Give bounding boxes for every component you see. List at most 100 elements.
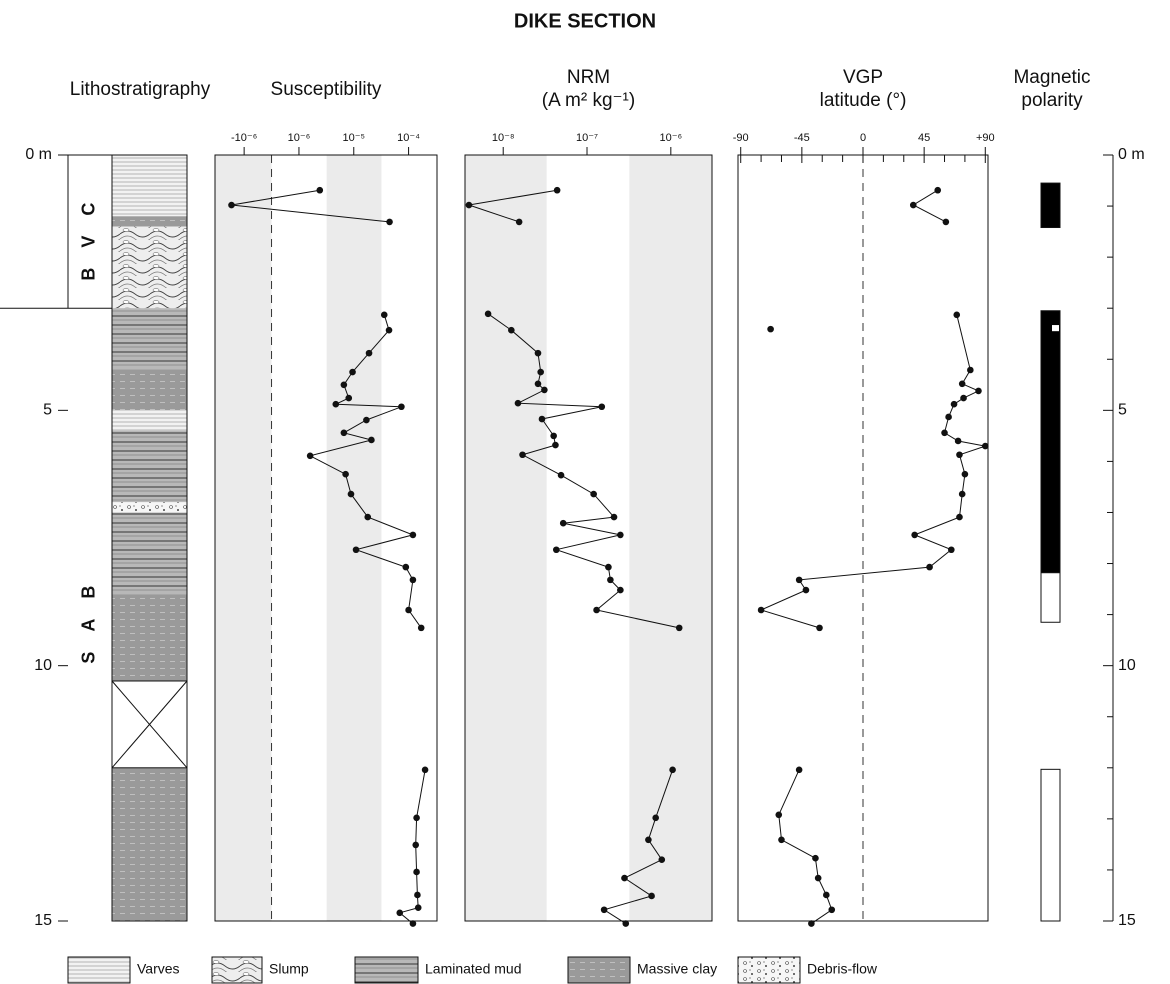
x-tick-label: +90 <box>976 132 995 144</box>
depth-tick-label: 5 <box>1118 402 1127 419</box>
data-point <box>621 874 628 882</box>
data-point <box>340 381 348 389</box>
unit-label: SAB <box>79 566 99 664</box>
data-point <box>342 470 349 478</box>
data-point <box>767 325 774 333</box>
data-point <box>413 868 420 876</box>
data-point <box>778 836 785 844</box>
lithology-layer <box>112 226 187 309</box>
data-point <box>669 766 676 774</box>
data-point <box>409 531 417 539</box>
data-point <box>607 576 614 584</box>
data-point <box>954 437 962 445</box>
depth-tick-label: 0 m <box>25 146 52 163</box>
data-point <box>316 186 324 194</box>
legend-label: Slump <box>269 961 309 977</box>
lithology-layer <box>112 369 187 411</box>
data-point <box>559 519 567 527</box>
lithology-layer <box>112 502 187 513</box>
depth-tick-label: 15 <box>1118 912 1136 929</box>
x-tick-label: -10⁻⁶ <box>231 132 257 144</box>
data-point <box>598 403 606 411</box>
data-point <box>960 394 967 402</box>
shaded-band <box>326 155 382 921</box>
shaded-band <box>629 155 712 921</box>
data-point <box>958 380 966 388</box>
data-point <box>645 836 652 844</box>
shaded-band <box>465 155 547 921</box>
data-point <box>552 441 559 449</box>
x-tick-label: 10⁻⁸ <box>492 132 515 144</box>
polarity-interval <box>1040 182 1061 229</box>
data-point <box>364 513 372 521</box>
panel-title: Lithostratigraphy <box>70 79 211 100</box>
panel-frame <box>464 154 713 922</box>
polarity-interval <box>1040 572 1061 623</box>
data-point <box>926 563 933 571</box>
depth-tick-label: 0 m <box>1118 146 1145 163</box>
data-point <box>981 442 989 450</box>
data-point <box>757 606 765 614</box>
data-point <box>808 920 815 927</box>
data-point <box>617 586 624 594</box>
panel-title: VGP <box>843 67 883 88</box>
data-point <box>590 490 597 498</box>
legend-swatch <box>354 956 419 984</box>
legend-swatch <box>737 956 801 984</box>
data-point <box>552 546 560 554</box>
data-point <box>484 310 492 318</box>
panel-frame <box>214 154 438 922</box>
data-point <box>941 429 948 437</box>
profile-line <box>759 189 988 925</box>
data-point <box>396 909 404 917</box>
data-point <box>958 490 966 498</box>
data-point <box>911 531 918 539</box>
data-point <box>795 766 803 774</box>
data-point <box>417 624 425 632</box>
data-point <box>345 394 353 402</box>
depth-tick-label: 10 <box>34 657 52 674</box>
data-point <box>537 368 544 376</box>
x-tick-label: 10⁻⁴ <box>397 132 420 144</box>
data-point <box>956 513 963 521</box>
data-point <box>617 531 624 539</box>
data-point <box>386 218 393 226</box>
x-tick-label: 10⁻⁶ <box>288 132 311 144</box>
data-point <box>421 766 429 774</box>
data-point <box>368 436 375 444</box>
data-point <box>828 906 836 914</box>
legend-swatch <box>67 956 131 984</box>
x-tick-label: 0 <box>860 132 866 144</box>
data-point <box>909 201 917 209</box>
polarity-interval <box>1040 768 1061 922</box>
data-point <box>402 563 410 571</box>
data-point <box>553 186 561 194</box>
data-point <box>795 576 803 584</box>
data-point <box>405 606 412 614</box>
lithology-layer <box>112 216 187 227</box>
polarity-interval <box>1052 325 1059 332</box>
lithology-column <box>111 154 188 922</box>
data-point <box>228 201 235 209</box>
data-point <box>823 891 830 899</box>
data-point <box>945 413 952 421</box>
lithology-layer <box>112 430 187 503</box>
data-point <box>648 892 655 900</box>
legend-label: Debris-flow <box>807 961 878 977</box>
data-point <box>775 811 783 819</box>
data-point <box>942 218 950 226</box>
data-point <box>347 490 355 498</box>
data-point <box>398 403 405 411</box>
gap-cross <box>111 680 188 769</box>
unit-label: BVC <box>79 183 99 281</box>
data-point <box>652 814 659 822</box>
data-point <box>514 399 522 407</box>
x-tick-label: 10⁻⁵ <box>342 132 365 144</box>
depth-tick-label: 5 <box>43 402 52 419</box>
data-point <box>622 920 630 927</box>
data-point <box>519 451 526 459</box>
data-point <box>557 471 565 479</box>
data-point <box>975 387 982 395</box>
x-tick-label: 10⁻⁶ <box>660 132 683 144</box>
